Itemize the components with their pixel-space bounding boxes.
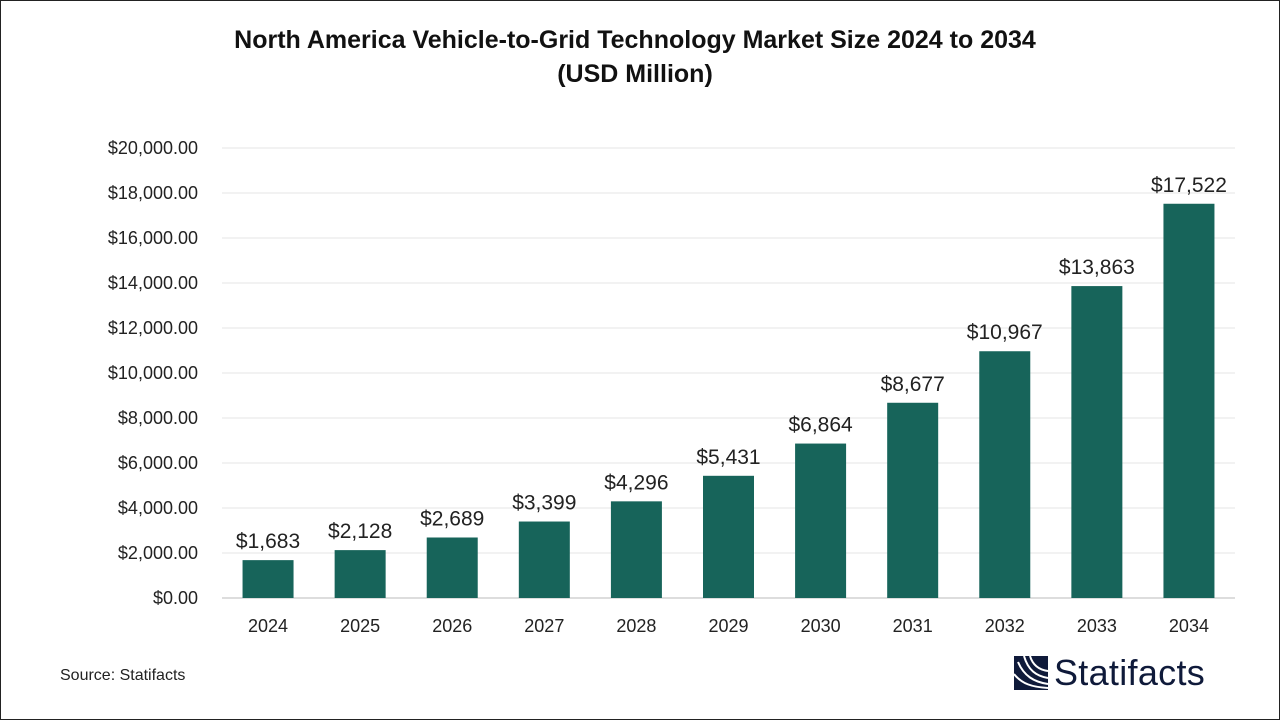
bar <box>1163 203 1215 598</box>
logo-text: Statifacts <box>1054 652 1206 693</box>
x-tick-label: 2030 <box>801 616 841 636</box>
data-label: $5,431 <box>696 446 760 469</box>
x-tick-label: 2033 <box>1077 616 1117 636</box>
x-tick-label: 2034 <box>1169 616 1209 636</box>
x-tick-label: 2028 <box>616 616 656 636</box>
bar <box>979 351 1031 598</box>
y-tick-label: $18,000.00 <box>108 183 198 203</box>
bar <box>1071 286 1123 598</box>
x-tick-label: 2029 <box>708 616 748 636</box>
data-label: $1,683 <box>236 530 300 553</box>
x-tick-label: 2024 <box>248 616 288 636</box>
y-tick-label: $16,000.00 <box>108 228 198 248</box>
data-label: $10,967 <box>967 321 1043 344</box>
bar <box>518 521 570 598</box>
data-label: $8,677 <box>881 373 945 396</box>
bar <box>242 560 294 598</box>
data-label: $2,128 <box>328 520 392 543</box>
bar <box>426 537 478 598</box>
data-label: $13,863 <box>1059 256 1135 279</box>
data-label: $6,864 <box>788 414 853 437</box>
y-tick-label: $8,000.00 <box>118 408 198 428</box>
y-tick-label: $10,000.00 <box>108 363 198 383</box>
data-label: $17,522 <box>1151 174 1227 197</box>
x-tick-label: 2027 <box>524 616 564 636</box>
x-tick-label: 2026 <box>432 616 472 636</box>
y-tick-label: $12,000.00 <box>108 318 198 338</box>
data-label: $4,296 <box>604 471 668 494</box>
y-tick-label: $0.00 <box>153 588 198 608</box>
bar <box>703 475 754 598</box>
y-tick-label: $6,000.00 <box>118 453 198 473</box>
y-tick-label: $14,000.00 <box>108 273 198 293</box>
bar <box>887 402 939 598</box>
bar <box>334 550 386 598</box>
y-tick-label: $20,000.00 <box>108 138 198 158</box>
bar <box>610 501 662 598</box>
source-note: Source: Statifacts <box>60 667 186 684</box>
chart-subtitle: (USD Million) <box>557 60 713 88</box>
x-tick-label: 2025 <box>340 616 380 636</box>
x-tick-label: 2032 <box>985 616 1025 636</box>
y-tick-label: $4,000.00 <box>118 498 198 518</box>
y-tick-label: $2,000.00 <box>118 543 198 563</box>
data-label: $3,399 <box>512 492 576 515</box>
data-label: $2,689 <box>420 507 484 530</box>
bar <box>795 443 847 598</box>
chart-title: North America Vehicle-to-Grid Technology… <box>234 26 1036 54</box>
statifacts-logo-icon <box>1014 656 1048 690</box>
x-tick-label: 2031 <box>893 616 933 636</box>
statifacts-logo: Statifacts <box>1014 652 1205 694</box>
